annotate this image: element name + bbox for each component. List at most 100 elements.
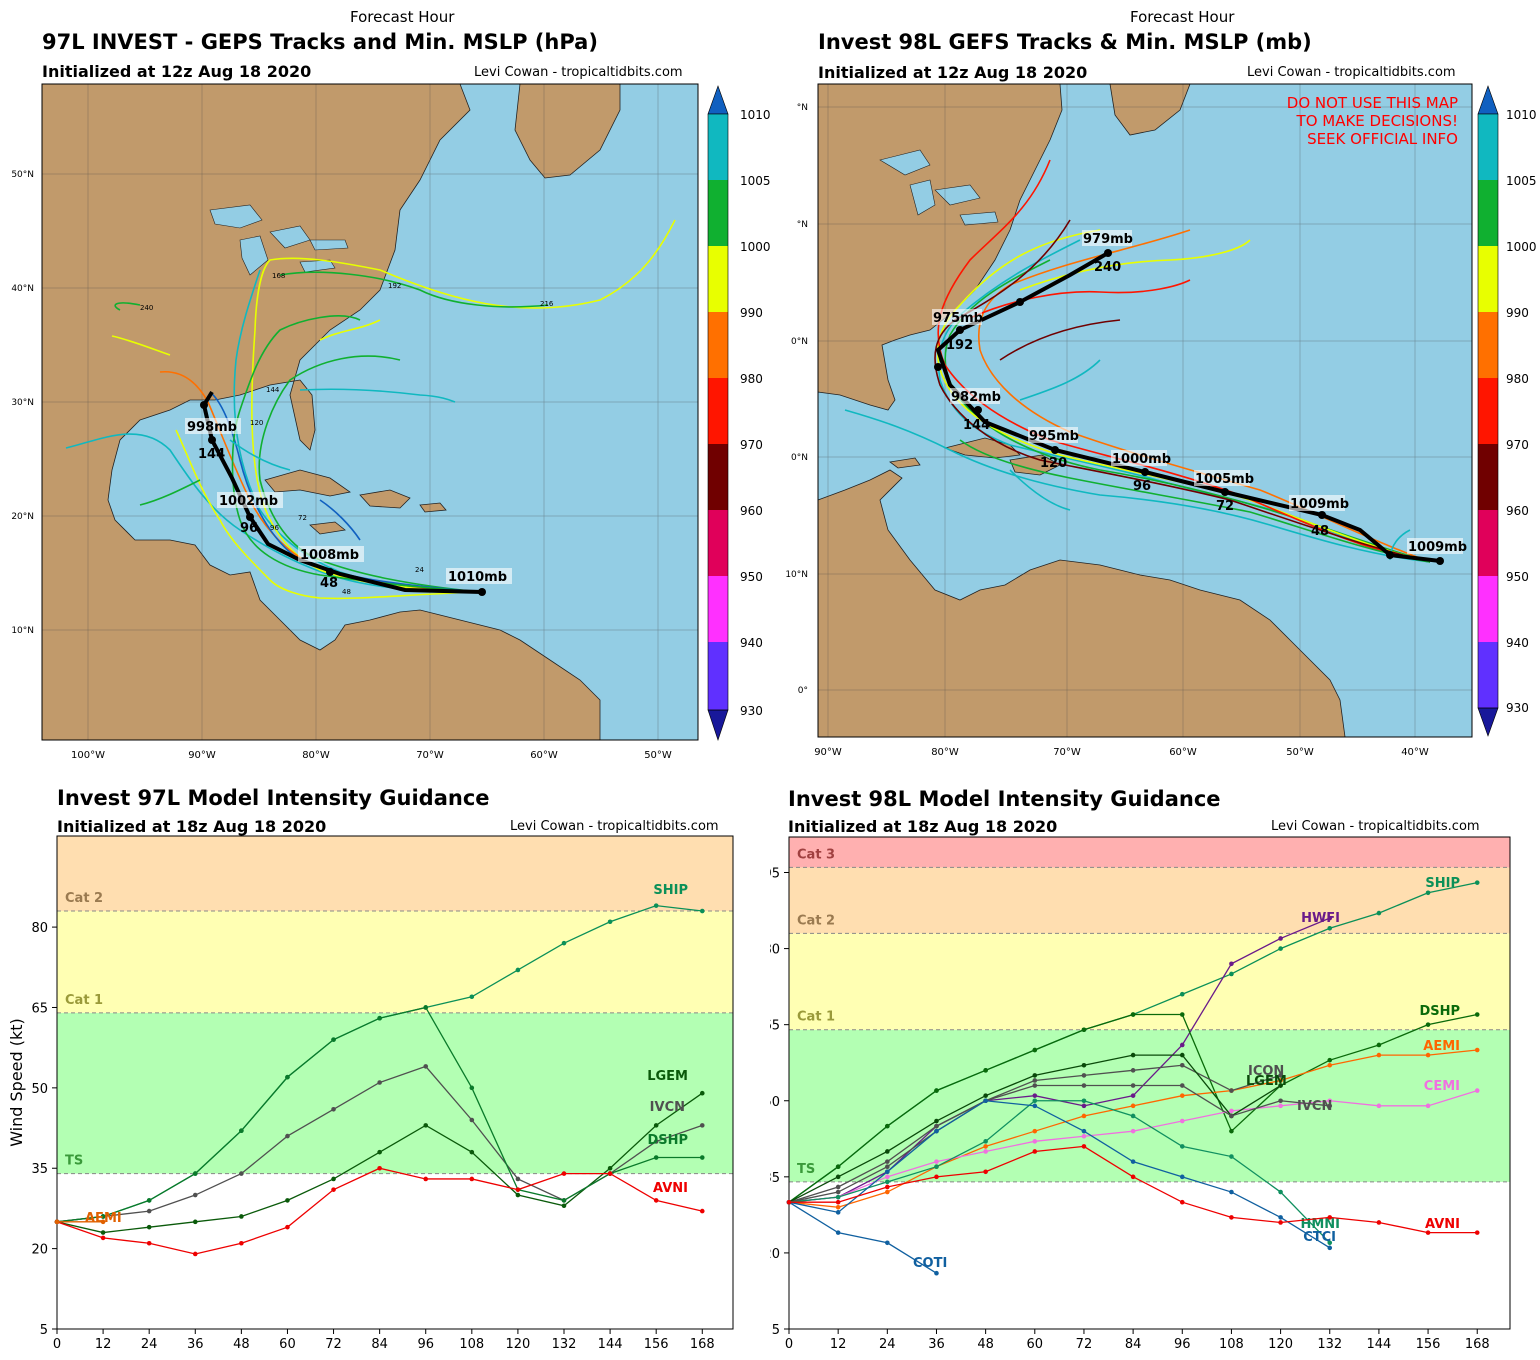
y-tick-label: 65 [31,1001,48,1016]
map-title: Invest 98L GEFS Tracks & Min. MSLP (mb) [818,30,1312,54]
colorbar-labels: 1010 1005 1000 990 980 970 960 950 940 9… [1506,108,1537,715]
x-tick-label: 60 [279,1337,296,1352]
mean-label: 1002mb [219,494,278,509]
band-cat-1 [57,911,733,1013]
data-point [835,1204,841,1210]
data-point [1032,1103,1038,1109]
svg-text:980: 980 [1506,372,1529,386]
data-point [1278,946,1283,951]
x-tick-label: 48 [233,1337,250,1352]
data-point [100,1235,106,1241]
data-point [1130,1159,1136,1164]
svg-text:96: 96 [270,524,279,532]
data-point [1229,1113,1234,1119]
x-tick-label: 72 [1076,1337,1093,1352]
data-point [934,1164,939,1169]
panel-98l-tracks: Forecast Hour Invest 98L GEFS Tracks & M… [770,0,1540,770]
data-point [1474,1230,1480,1235]
svg-text:1000: 1000 [740,240,770,254]
land-mass [41,83,621,741]
x-tick-label: 96 [1174,1337,1191,1352]
track-map-98l: 1009mb 1009mb 48 1005mb 72 1000mb 96 995… [785,83,1537,758]
data-point [331,1037,336,1042]
lat-labels: °N °N 0°N 0°N 10°N 0° [785,103,808,696]
x-tick-label: 168 [690,1337,715,1352]
mean-label: 1000mb [1112,452,1171,467]
data-point [934,1174,939,1180]
data-point [1278,1078,1283,1083]
mean-label: 240 [1094,260,1121,275]
band-cat-1 [789,933,1510,1030]
panel-97l-tracks: Forecast Hour 97L INVEST - GEPS Tracks a… [0,0,770,770]
svg-text:1010: 1010 [1506,108,1537,122]
data-point [699,1090,705,1096]
data-point [983,1169,988,1175]
y-axis-label: Wind Speed (kt) [7,1018,26,1147]
data-point [1032,1093,1038,1098]
mean-label: 1005mb [1195,472,1254,487]
data-point [1130,1093,1136,1098]
data-point [1032,1083,1038,1088]
mean-track-labels: 1010mb 1008mb 48 1002mb 96 998mb 144 [185,418,512,591]
svg-text:144: 144 [266,386,280,394]
svg-text:0°N: 0°N [791,337,808,347]
svg-text:120: 120 [250,419,263,427]
colorbar [1477,85,1499,737]
svg-text:10°N: 10°N [11,626,34,636]
svg-text:SEEK OFFICIAL INFO: SEEK OFFICIAL INFO [1307,130,1458,148]
data-point [561,1198,567,1203]
data-point [1327,1240,1333,1246]
data-point [1179,1083,1185,1088]
data-point [835,1210,841,1215]
svg-text:90°W: 90°W [188,750,216,761]
data-point [515,1187,521,1192]
x-tick-label: 120 [1268,1337,1293,1352]
data-point [653,1123,659,1128]
mean-track-labels: 1009mb 1009mb 48 1005mb 72 1000mb 96 995… [932,230,1467,555]
x-tick-label: 108 [1219,1337,1244,1352]
x-tick-label: 84 [371,1337,388,1352]
band-label: TS [65,1154,83,1169]
data-point [1425,1022,1431,1027]
chart-title: Invest 98L Model Intensity Guidance [788,787,1221,811]
svg-text:930: 930 [740,704,763,718]
svg-text:940: 940 [740,636,763,650]
land-mass [817,83,1346,738]
data-point [885,1164,890,1169]
series-label: AEMI [1423,1039,1460,1054]
y-tick-label: 5 [40,1323,48,1338]
data-point [885,1149,890,1154]
panel-97l-intensity: Invest 97L Model Intensity Guidance Init… [0,770,770,1360]
panel-98l-intensity: Invest 98L Model Intensity Guidance Init… [770,770,1540,1360]
data-point [1229,1189,1234,1195]
mean-label: 96 [240,521,258,536]
series-line-hmni [788,1100,1331,1244]
data-point [1130,1012,1136,1017]
x-tick-label: 168 [1465,1337,1490,1352]
data-point [1229,971,1234,977]
data-point [835,1174,841,1180]
data-point [1474,1012,1480,1017]
data-point [1032,1047,1038,1053]
x-tick-label: 120 [505,1337,530,1352]
data-point [1130,1052,1136,1058]
data-point [1229,1215,1234,1220]
data-point [699,1123,705,1128]
data-point [607,1165,613,1171]
data-point [146,1198,152,1203]
data-point [1179,1144,1185,1149]
data-point [1376,910,1382,916]
data-point [607,919,613,925]
svg-text:50°W: 50°W [644,750,672,761]
svg-text:960: 960 [740,504,763,518]
data-point [1179,1062,1185,1068]
data-point [285,1133,290,1139]
data-point [1130,1113,1136,1119]
mean-label: 1009mb [1290,497,1349,512]
svg-text:1005: 1005 [740,174,770,188]
map-initialized: Initialized at 12z Aug 18 2020 [818,63,1088,82]
series-label: SHIP [653,883,688,898]
data-point [983,1144,988,1149]
data-point [1081,1128,1087,1134]
svg-text:0°N: 0°N [791,453,808,463]
